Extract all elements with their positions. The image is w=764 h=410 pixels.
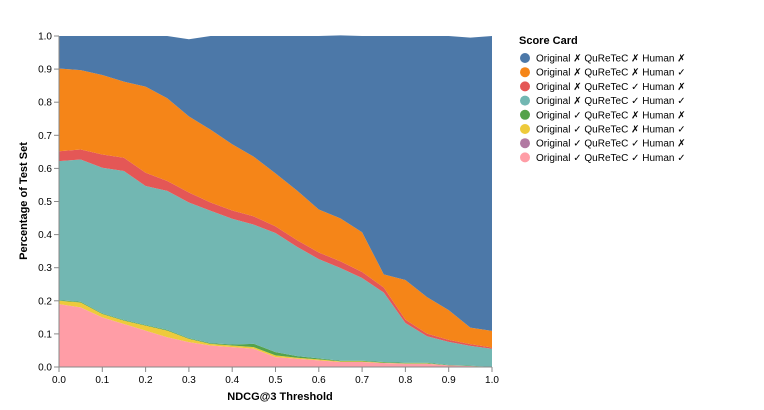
x-tick-label: 0.0 <box>52 375 66 386</box>
x-tick-label: 0.3 <box>182 375 196 386</box>
x-tick-label: 0.4 <box>225 375 239 386</box>
x-axis: 0.0 0.1 0.2 0.3 0.4 0.5 0.6 0.7 0.8 0.9 1.0 <box>52 366 499 386</box>
x-tick-label: 0.2 <box>139 375 153 386</box>
x-axis-title: NDCG@3 Threshold <box>227 391 332 403</box>
legend-label: Original ✗ QuReTeC ✗ Human ✗ <box>536 54 686 65</box>
area-series-4 <box>59 159 492 367</box>
legend-swatch <box>520 124 530 134</box>
legend-swatch <box>520 109 530 120</box>
legend-label: Original ✓ QuReTeC ✗ Human ✓ <box>536 125 686 136</box>
legend-swatch <box>520 53 530 63</box>
legend: Score Card Original ✗ QuReTeC ✗ Human ✗ O… <box>519 35 686 164</box>
area-series-7 <box>59 35 492 331</box>
x-tick-label: 0.7 <box>355 375 369 386</box>
legend-label: Original ✗ QuReTeC ✓ Human ✓ <box>536 96 686 107</box>
area-series-0 <box>59 304 492 367</box>
x-tick-label: 0.8 <box>398 375 412 386</box>
legend-swatch <box>520 95 530 106</box>
x-tick-label: 0.6 <box>312 375 326 386</box>
y-tick-label: 0.2 <box>38 296 52 307</box>
legend-swatch <box>520 138 530 149</box>
y-tick-label: 0.8 <box>38 98 52 109</box>
x-tick-label: 0.1 <box>95 375 109 386</box>
legend-label: Original ✗ QuReTeC ✓ Human ✗ <box>536 82 686 93</box>
y-axis: 0.0 0.1 0.2 0.3 0.4 0.5 0.6 0.7 0.8 0.9 1.0 <box>38 32 60 374</box>
y-tick-label: 0.1 <box>38 329 52 340</box>
y-tick-label: 0.0 <box>38 363 52 374</box>
y-tick-label: 0.7 <box>38 131 52 142</box>
y-tick-label: 0.9 <box>38 65 52 76</box>
y-tick-label: 0.6 <box>38 164 52 175</box>
legend-swatch <box>520 81 530 92</box>
y-tick-label: 0.4 <box>38 230 52 241</box>
legend-swatch <box>520 67 530 78</box>
x-tick-label: 1.0 <box>485 375 499 386</box>
legend-label: Original ✓ QuReTeC ✓ Human ✓ <box>536 153 686 164</box>
legend-label: Original ✗ QuReTeC ✗ Human ✓ <box>536 68 686 79</box>
legend-title: Score Card <box>519 35 578 47</box>
y-tick-label: 1.0 <box>38 32 52 43</box>
y-tick-label: 0.5 <box>38 197 52 208</box>
area-series-3 <box>59 300 492 367</box>
legend-label: Original ✓ QuReTeC ✓ Human ✗ <box>536 139 686 150</box>
y-tick-label: 0.3 <box>38 263 52 274</box>
x-tick-label: 0.9 <box>442 375 456 386</box>
y-axis-title: Percentage of Test Set <box>18 142 30 260</box>
legend-label: Original ✓ QuReTeC ✗ Human ✗ <box>536 110 686 121</box>
area-layer <box>59 35 492 367</box>
x-tick-label: 0.5 <box>269 375 283 386</box>
legend-swatch <box>520 152 530 163</box>
area-series-6 <box>59 68 492 348</box>
